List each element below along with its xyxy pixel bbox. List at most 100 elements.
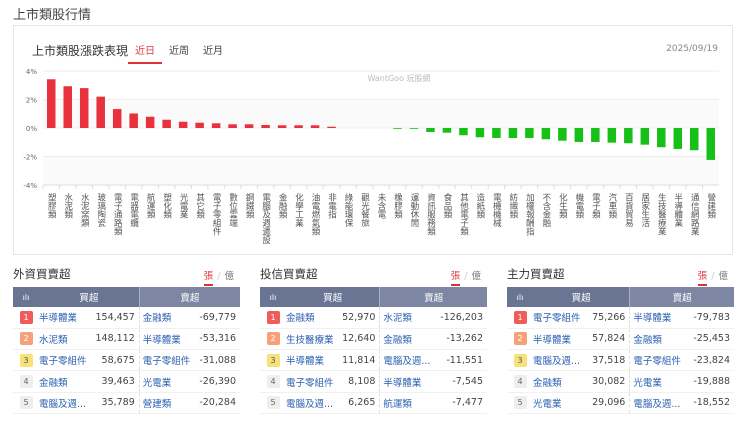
rank-badge: 3	[266, 353, 280, 367]
buy-sector-link[interactable]: 光電業	[533, 392, 587, 414]
bar	[162, 119, 171, 128]
unit-toggle: 張 / 億	[697, 268, 728, 286]
bar	[426, 128, 435, 132]
table-row: 3 電子零組件 58,675 電子零組件 -31,088	[13, 349, 240, 372]
unit-shares[interactable]: 張	[203, 271, 214, 286]
y-tick-label: 0%	[26, 125, 37, 133]
sell-value: -26,390	[195, 370, 240, 393]
buy-sector-link[interactable]: 金融類	[39, 370, 92, 393]
x-tick-label: 居家生活	[640, 193, 650, 228]
unit-amount[interactable]: 億	[224, 271, 234, 282]
sell-header: 賣超	[138, 287, 240, 307]
rank-cell: 4	[260, 370, 286, 393]
sell-sector-link[interactable]: 電子零組件	[629, 349, 688, 372]
y-tick-label: 4%	[26, 68, 37, 76]
table-row: 1 半導體業 154,457 金融類 -69,779	[13, 307, 240, 329]
sell-sector-link[interactable]: 金融類	[379, 328, 436, 351]
buy-value: 75,266	[586, 307, 630, 329]
bar	[558, 128, 567, 141]
unit-separator: /	[464, 271, 468, 282]
bar	[690, 128, 699, 151]
foreign-table: ılı 買超 賣超 1 半導體業 154,457 金融類 -69,779 2 水泥類 1…	[13, 287, 240, 414]
rank-badge: 1	[19, 310, 33, 324]
buy-sector-link[interactable]: 半導體業	[533, 328, 587, 351]
buy-value: 58,675	[91, 349, 140, 372]
x-tick-label: 電器電纜	[129, 193, 139, 228]
rank-badge: 3	[513, 353, 527, 367]
x-tick-label: 數位雲端	[228, 192, 238, 228]
unit-amount[interactable]: 億	[471, 271, 481, 282]
x-tick-label: 紡織類	[508, 192, 518, 219]
sell-value: -69,779	[195, 307, 240, 329]
buy-value: 35,789	[91, 392, 140, 414]
buy-header: 買超	[39, 287, 140, 307]
sell-value: -11,551	[435, 349, 487, 372]
buy-sector-link[interactable]: 電腦及週...	[39, 392, 92, 414]
sell-header: 賣超	[629, 287, 734, 307]
rank-badge: 2	[19, 332, 33, 346]
sell-sector-link[interactable]: 半導體業	[379, 370, 436, 393]
buy-sector-link[interactable]: 電子零組件	[533, 307, 587, 329]
sell-sector-link[interactable]: 金融類	[138, 307, 196, 329]
buy-sector-link[interactable]: 電子零組件	[39, 349, 92, 372]
buy-sector-link[interactable]: 水泥類	[39, 328, 92, 351]
x-tick-label: 機電類	[574, 192, 584, 219]
rank-badge: 2	[266, 332, 280, 346]
buy-sector-link[interactable]: 生技醫療業	[286, 328, 339, 351]
tab-week[interactable]: 近周	[169, 46, 189, 57]
page-title: 上市類股行情	[13, 8, 92, 23]
unit-separator: /	[711, 271, 715, 282]
buy-value: 37,518	[586, 349, 630, 372]
sell-value: -79,783	[687, 307, 734, 329]
bar	[442, 128, 452, 133]
sell-sector-link[interactable]: 光電業	[138, 370, 196, 393]
sell-sector-link[interactable]: 半導體業	[138, 328, 196, 351]
tab-day[interactable]: 近日	[128, 42, 162, 64]
sell-value: -19,888	[687, 370, 734, 393]
sell-sector-link[interactable]: 電腦及週...	[379, 349, 436, 372]
x-tick-label: 電腦及週邊設	[261, 193, 271, 245]
buy-value: 6,265	[338, 392, 380, 414]
buy-sector-link[interactable]: 半導體業	[286, 349, 339, 372]
buy-sector-link[interactable]: 半導體業	[39, 307, 92, 329]
buy-sector-link[interactable]: 電腦及週...	[533, 349, 587, 372]
bar	[79, 88, 89, 128]
sell-value: -20,284	[195, 392, 240, 414]
bar	[228, 124, 237, 128]
sell-sector-link[interactable]: 半導體業	[629, 307, 688, 329]
buy-sector-link[interactable]: 電腦及週...	[286, 392, 339, 414]
x-tick-label: 橡膠類	[392, 192, 402, 219]
table-row: 4 電子零組件 8,108 半導體業 -7,545	[260, 370, 487, 393]
buy-sector-link[interactable]: 金融類	[533, 370, 587, 393]
sell-sector-link[interactable]: 金融類	[629, 328, 688, 351]
bar	[46, 79, 56, 128]
sell-sector-link[interactable]: 電子零組件	[138, 349, 196, 372]
x-tick-label: 油電燃氣類	[310, 192, 320, 236]
sell-sector-link[interactable]: 電腦及週...	[629, 392, 688, 414]
chart-title: 上市類股漲跌表現	[32, 44, 129, 58]
x-tick-label: 營建類	[706, 192, 716, 219]
sell-value: -25,453	[687, 328, 734, 351]
unit-amount[interactable]: 億	[718, 271, 728, 282]
tab-month[interactable]: 近月	[203, 46, 223, 57]
sell-sector-link[interactable]: 光電業	[629, 370, 688, 393]
rank-badge: 4	[513, 375, 527, 389]
table-row: 3 半導體業 11,814 電腦及週... -11,551	[260, 349, 487, 372]
buy-sector-link[interactable]: 金融類	[286, 307, 339, 329]
sell-sector-link[interactable]: 水泥類	[379, 307, 436, 329]
x-tick-label: 通信網路業	[689, 192, 699, 236]
sell-sector-link[interactable]: 營建類	[138, 392, 196, 414]
unit-shares[interactable]: 張	[697, 271, 708, 286]
sell-sector-link[interactable]: 航運類	[379, 392, 436, 414]
x-tick-label: 生技醫療業	[656, 192, 666, 236]
rank-cell: 1	[13, 307, 39, 329]
bar	[327, 126, 336, 128]
trust-table: ılı 買超 賣超 1 金融類 52,970 水泥類 -126,203 2 生技醫療業 …	[260, 287, 487, 414]
unit-shares[interactable]: 張	[450, 271, 461, 286]
bar	[492, 128, 501, 138]
buy-value: 11,814	[338, 349, 380, 372]
buy-sector-link[interactable]: 電子零組件	[286, 370, 339, 393]
bar-chart-icon: ılı	[13, 287, 39, 307]
table-header: ılı 買超 賣超	[13, 287, 240, 307]
